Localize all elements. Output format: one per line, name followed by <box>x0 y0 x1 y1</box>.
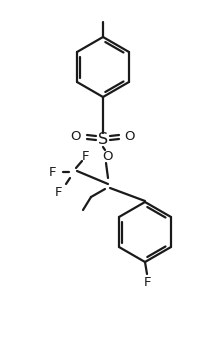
Text: S: S <box>98 132 108 147</box>
Text: O: O <box>71 130 81 143</box>
Text: F: F <box>82 150 90 163</box>
Text: F: F <box>144 277 152 290</box>
Text: F: F <box>55 185 63 198</box>
Text: F: F <box>49 165 57 178</box>
Text: O: O <box>125 130 135 143</box>
Text: O: O <box>103 151 113 164</box>
